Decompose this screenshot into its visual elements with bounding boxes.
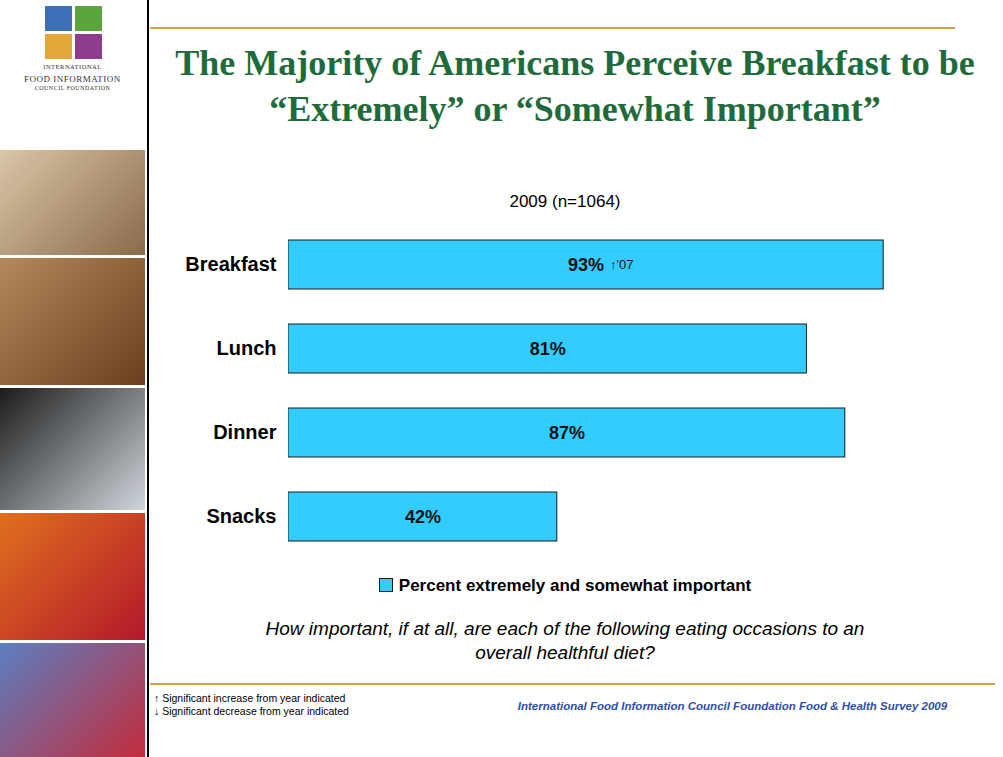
svg-text:81%: 81% <box>530 339 566 359</box>
html-text:International Food Information: International Food Information Council F… <box>517 700 948 712</box>
html-text:↓ Significant decrease from ye: ↓ Significant decrease from year indicat… <box>154 705 349 717</box>
svg-text:Breakfast: Breakfast <box>185 253 277 275</box>
html-text:2009 (n=1064): 2009 (n=1064) <box>509 192 621 211</box>
html-text:COUNCIL FOUNDATION: COUNCIL FOUNDATION <box>34 85 111 91</box>
svg-text:42%: 42% <box>405 507 441 527</box>
html-text:↑ Significant increase from ye: ↑ Significant increase from year indicat… <box>154 692 346 704</box>
svg-text:Dinner: Dinner <box>213 421 277 443</box>
html-text:Percent extremely and somewhat: Percent extremely and somewhat important <box>398 576 752 595</box>
html-text:How important, if at all, are: How important, if at all, are each of th… <box>265 618 865 663</box>
svg-text:Lunch: Lunch <box>217 337 277 359</box>
html-text:The Majority of Americans Perc: The Majority of Americans Perceive Break… <box>175 43 975 129</box>
svg-text:87%: 87% <box>549 423 585 443</box>
svg-text:Snacks: Snacks <box>206 505 276 527</box>
html-text:INTERNATIONAL: INTERNATIONAL <box>43 63 102 70</box>
svg-text:93%: 93% <box>568 255 604 275</box>
html-text:FOOD INFORMATION: FOOD INFORMATION <box>24 74 121 84</box>
svg-text:↑'07: ↑'07 <box>610 257 633 272</box>
